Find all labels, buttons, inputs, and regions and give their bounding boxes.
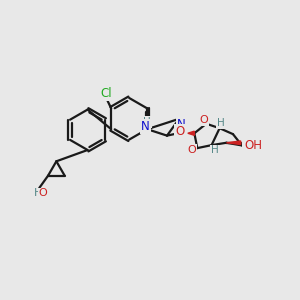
Text: N: N [177, 118, 186, 130]
Text: O: O [175, 125, 184, 138]
Text: H: H [211, 146, 218, 155]
Text: H: H [34, 188, 42, 198]
Polygon shape [188, 131, 194, 135]
Text: O: O [200, 115, 208, 125]
Text: Cl: Cl [100, 87, 112, 100]
Text: OH: OH [244, 139, 262, 152]
Text: H: H [217, 118, 225, 128]
Polygon shape [226, 141, 241, 145]
Text: N: N [141, 120, 150, 133]
Text: O: O [243, 139, 252, 149]
Text: H: H [143, 117, 151, 127]
Text: O: O [39, 188, 47, 198]
Text: O: O [188, 145, 196, 154]
